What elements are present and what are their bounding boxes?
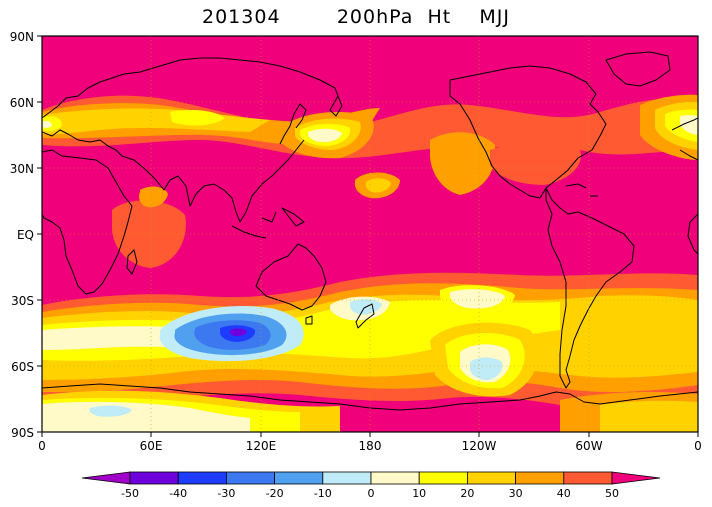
contour-spac-pale — [450, 289, 505, 309]
colorbar-box — [370, 471, 420, 485]
lon-label: 60W — [575, 439, 602, 453]
contour-npac-orange — [430, 132, 496, 195]
colorbar-box — [274, 471, 324, 485]
colorbar-label: 10 — [412, 487, 426, 500]
contour-sepac-neg — [470, 357, 503, 380]
lon-label: 60E — [140, 439, 163, 453]
graticule — [42, 36, 698, 432]
colorbar-label: -10 — [314, 487, 332, 500]
colorbar-label: -30 — [217, 487, 235, 500]
lat-label: 60N — [10, 96, 34, 110]
contour-ant-neg — [89, 405, 132, 417]
colorbar-label: 20 — [460, 487, 474, 500]
colorbar-box — [515, 471, 565, 485]
lat-label: 30N — [10, 162, 34, 176]
lat-label: 90N — [10, 30, 34, 44]
colorbar-box — [466, 471, 516, 485]
lat-label: EQ — [17, 228, 34, 242]
colorbar-box — [129, 471, 179, 485]
contour-ant-east-20 — [600, 400, 698, 432]
lon-label: 120W — [462, 439, 497, 453]
colorbar-box — [563, 471, 613, 485]
colorbar-label: 50 — [605, 487, 619, 500]
colorbar: -50 -40 -30 -20 -10 0 10 20 30 40 50 — [81, 471, 661, 500]
anomaly-field — [42, 36, 698, 432]
contour-us-orange — [490, 141, 581, 185]
contour-nh-yellow — [170, 110, 225, 126]
contour-io-neg-50 — [229, 328, 247, 337]
colorbar-box — [225, 471, 275, 485]
lon-label: 180 — [359, 439, 382, 453]
lat-label: 60S — [11, 360, 34, 374]
coastlines — [42, 51, 698, 411]
map-title: 201304 200hPa Ht MJJ — [202, 6, 510, 28]
colorbar-label: 40 — [557, 487, 571, 500]
contour-hawaii-20 — [365, 178, 391, 193]
lon-label: 0 — [38, 439, 46, 453]
lat-label: 90S — [11, 426, 34, 440]
contour-arabia-orange — [139, 186, 168, 208]
colorbar-box — [177, 471, 227, 485]
lon-label: 0 — [694, 439, 702, 453]
colorbar-label: 30 — [509, 487, 523, 500]
colorbar-label: -40 — [169, 487, 187, 500]
lon-label: 120E — [246, 439, 277, 453]
colorbar-label: -20 — [266, 487, 284, 500]
contour-nh-pale-w — [42, 120, 52, 128]
colorbar-max-arrow — [611, 471, 661, 485]
colorbar-box — [418, 471, 468, 485]
lat-label: 30S — [11, 294, 34, 308]
colorbar-box — [322, 471, 372, 485]
longitude-labels: 0 60E 120E 180 120W 60W 0 — [38, 439, 702, 453]
latitude-labels: 90N 60N 30N EQ 30S 60S 90S — [10, 30, 34, 440]
colorbar-min-arrow — [81, 471, 131, 485]
colorbar-label: -50 — [121, 487, 139, 500]
axis-ticks — [37, 35, 699, 437]
colorbar-label: 0 — [368, 487, 375, 500]
contour-io-orange — [112, 200, 186, 268]
contour-japan-0 — [308, 128, 342, 143]
